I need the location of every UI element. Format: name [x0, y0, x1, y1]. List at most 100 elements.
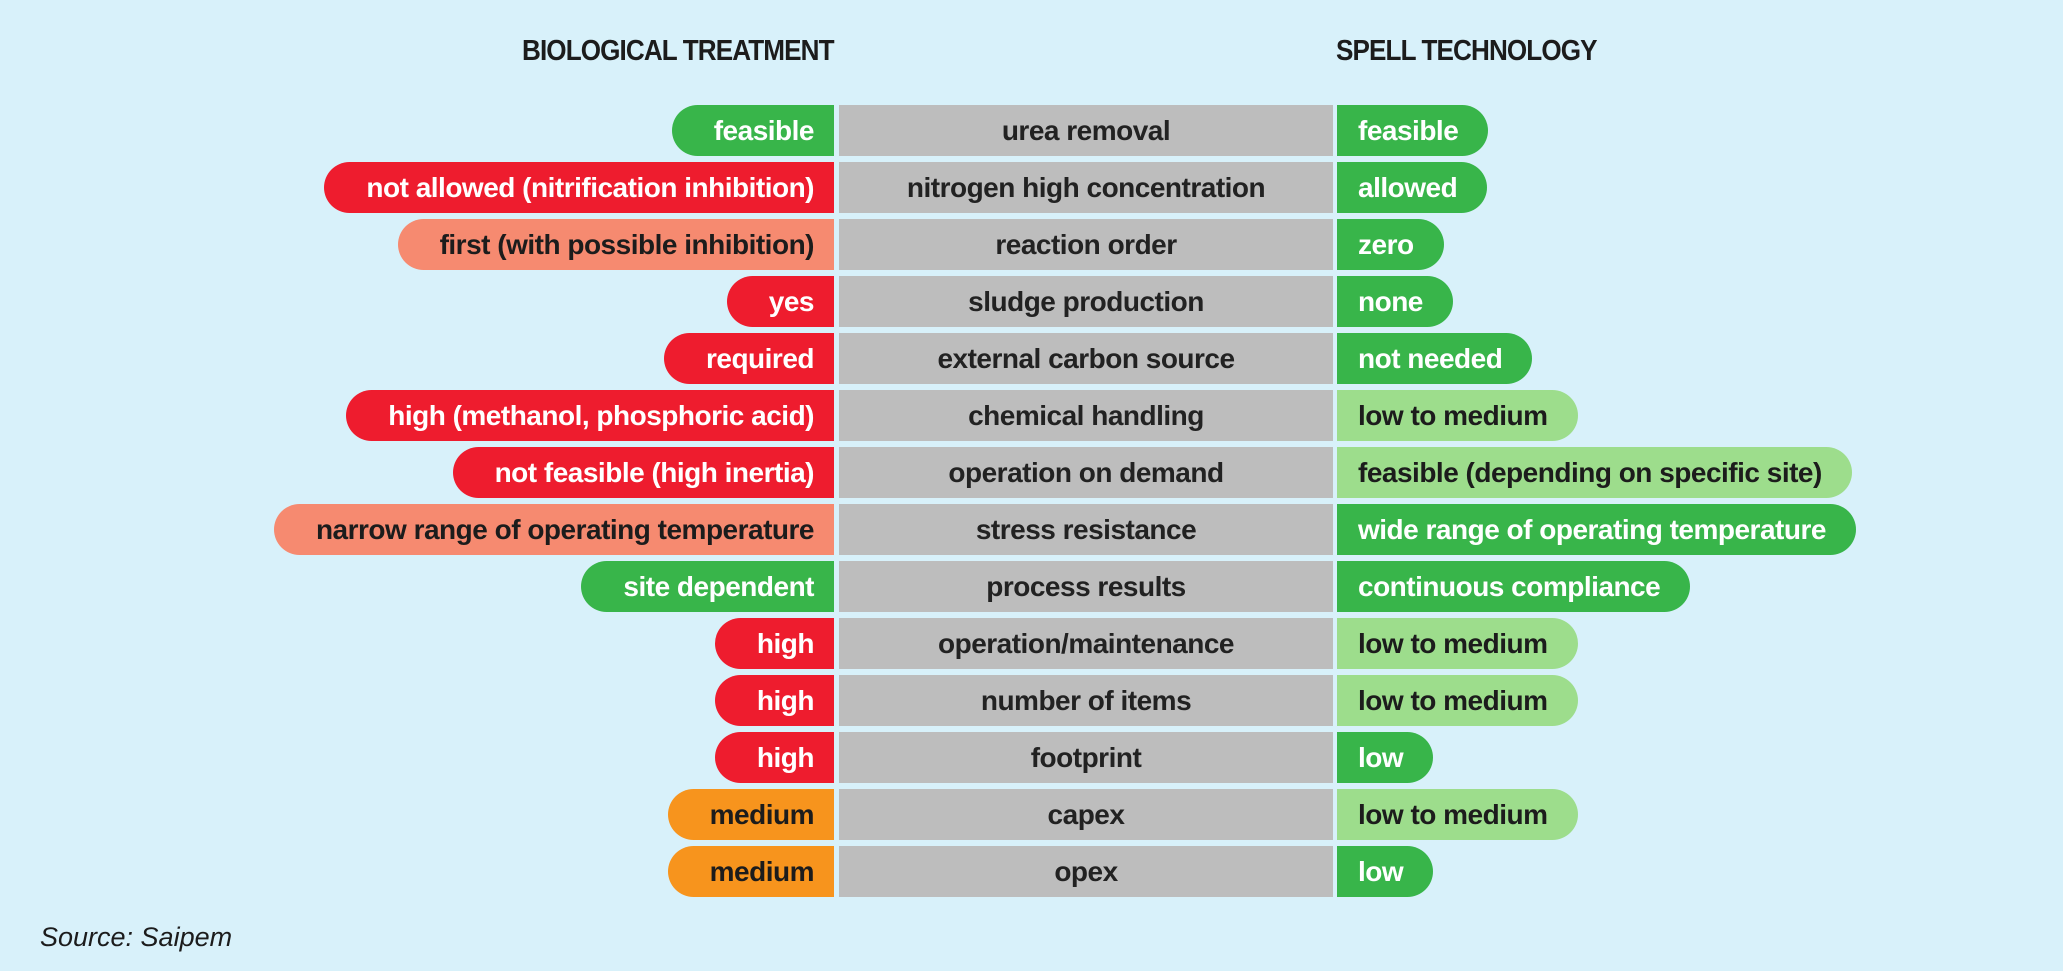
- biological-treatment-value-text: narrow range of operating temperature: [315, 514, 815, 545]
- comparison-row: first (with possible inhibition) reaction…: [0, 219, 2063, 270]
- biological-treatment-value: high (methanol, phosphoric acid): [346, 390, 834, 441]
- criterion-label: nitrogen high concentration: [839, 162, 1333, 213]
- criterion-label-text: chemical handling: [968, 400, 1204, 431]
- biological-treatment-value-text: high (methanol, phosphoric acid): [388, 400, 814, 431]
- biological-treatment-value-text: yes: [768, 286, 815, 317]
- comparison-row: required external carbon source not needed: [0, 333, 2063, 384]
- spell-technology-value: none: [1337, 276, 1453, 327]
- spell-technology-value: zero: [1337, 219, 1444, 270]
- spell-technology-value: not needed: [1337, 333, 1533, 384]
- spell-technology-value: feasible (depending on specific site): [1337, 447, 1852, 498]
- criterion-label: external carbon source: [839, 333, 1333, 384]
- criterion-label-text: footprint: [1030, 742, 1142, 773]
- comparison-row: medium capex low to medium: [0, 789, 2063, 840]
- criterion-label-text: urea removal: [1001, 115, 1171, 146]
- spell-technology-value-text: low: [1358, 742, 1404, 773]
- spell-technology-value-text: zero: [1358, 229, 1414, 260]
- biological-treatment-value: medium: [667, 789, 834, 840]
- biological-treatment-value: high: [714, 732, 834, 783]
- spell-technology-value: allowed: [1337, 162, 1488, 213]
- criterion-label-text: number of items: [980, 685, 1192, 716]
- spell-technology-value-text: low to medium: [1358, 685, 1548, 716]
- biological-treatment-value: medium: [667, 846, 834, 897]
- biological-treatment-value-text: medium: [709, 856, 815, 887]
- criterion-label-text: nitrogen high concentration: [906, 172, 1266, 203]
- biological-treatment-value-text: high: [756, 628, 815, 659]
- spell-technology-value: low to medium: [1337, 789, 1578, 840]
- spell-technology-value-text: low to medium: [1358, 799, 1548, 830]
- biological-treatment-value-text: required: [705, 343, 815, 374]
- spell-technology-value: feasible: [1337, 105, 1489, 156]
- criterion-label: chemical handling: [839, 390, 1333, 441]
- spell-technology-value: low to medium: [1337, 675, 1578, 726]
- spell-technology-value-text: low: [1358, 856, 1404, 887]
- criterion-label-text: process results: [986, 571, 1186, 602]
- criterion-label-text: reaction order: [995, 229, 1177, 260]
- criterion-label: urea removal: [839, 105, 1333, 156]
- criterion-label: capex: [839, 789, 1333, 840]
- biological-treatment-value: not feasible (high inertia): [452, 447, 834, 498]
- criterion-label-text: operation on demand: [948, 457, 1224, 488]
- criterion-label-text: operation/maintenance: [937, 628, 1235, 659]
- criterion-label: number of items: [839, 675, 1333, 726]
- spell-technology-value: wide range of operating temperature: [1337, 504, 1856, 555]
- spell-technology-value-text: low to medium: [1358, 400, 1548, 431]
- comparison-row: high operation/maintenance low to medium: [0, 618, 2063, 669]
- biological-treatment-value: required: [663, 333, 834, 384]
- criterion-label: operation/maintenance: [839, 618, 1333, 669]
- biological-treatment-value-text: site dependent: [623, 571, 814, 602]
- biological-treatment-value: feasible: [671, 105, 834, 156]
- spell-technology-value: continuous compliance: [1337, 561, 1691, 612]
- biological-treatment-value: high: [714, 675, 834, 726]
- biological-treatment-value-text: medium: [709, 799, 815, 830]
- criterion-label: sludge production: [839, 276, 1333, 327]
- criterion-label: process results: [839, 561, 1333, 612]
- spell-technology-value-text: feasible (depending on specific site): [1358, 457, 1822, 488]
- biological-treatment-value: site dependent: [581, 561, 834, 612]
- biological-treatment-value-text: not feasible (high inertia): [494, 457, 815, 488]
- biological-treatment-value-text: high: [756, 685, 815, 716]
- comparison-row: high number of items low to medium: [0, 675, 2063, 726]
- biological-treatment-value: not allowed (nitrification inhibition): [324, 162, 834, 213]
- criterion-label-text: external carbon source: [937, 343, 1235, 374]
- biological-treatment-value: yes: [726, 276, 834, 327]
- biological-treatment-value: narrow range of operating temperature: [273, 504, 834, 555]
- comparison-row: medium opex low: [0, 846, 2063, 897]
- criterion-label: opex: [839, 846, 1333, 897]
- biological-treatment-header: BIOLOGICAL TREATMENT: [522, 35, 835, 67]
- comparison-row: high footprint low: [0, 732, 2063, 783]
- spell-technology-header: SPELL TECHNOLOGY: [1336, 35, 1598, 67]
- comparison-row: not feasible (high inertia) operation on …: [0, 447, 2063, 498]
- biological-treatment-value-text: high: [756, 742, 815, 773]
- spell-technology-value-text: allowed: [1358, 172, 1458, 203]
- spell-technology-value: low to medium: [1337, 390, 1578, 441]
- spell-technology-value: low to medium: [1337, 618, 1578, 669]
- comparison-row: high (methanol, phosphoric acid) chemical…: [0, 390, 2063, 441]
- comparison-row: feasible urea removal feasible: [0, 105, 2063, 156]
- comparison-row: narrow range of operating temperature str…: [0, 504, 2063, 555]
- criterion-label: operation on demand: [839, 447, 1333, 498]
- spell-technology-value-text: feasible: [1358, 115, 1459, 146]
- criterion-label-text: capex: [1047, 799, 1125, 830]
- spell-technology-value-text: wide range of operating temperature: [1358, 514, 1826, 545]
- criterion-label-text: stress resistance: [975, 514, 1197, 545]
- comparison-row: yes sludge production none: [0, 276, 2063, 327]
- criterion-label-text: sludge production: [968, 286, 1204, 317]
- criterion-label-text: opex: [1054, 856, 1118, 887]
- comparison-row: not allowed (nitrification inhibition) ni…: [0, 162, 2063, 213]
- spell-technology-value-text: none: [1358, 286, 1423, 317]
- biological-treatment-value: first (with possible inhibition): [397, 219, 834, 270]
- criterion-label: footprint: [839, 732, 1333, 783]
- spell-technology-value-text: continuous compliance: [1358, 571, 1661, 602]
- source-note: Source: Saipem: [40, 922, 233, 952]
- spell-technology-value-text: low to medium: [1358, 628, 1548, 659]
- biological-treatment-value-text: feasible: [713, 115, 815, 146]
- spell-technology-value: low: [1337, 846, 1434, 897]
- biological-treatment-value-text: not allowed (nitrification inhibition): [366, 172, 814, 203]
- biological-treatment-value: high: [714, 618, 834, 669]
- criterion-label: reaction order: [839, 219, 1333, 270]
- criterion-label: stress resistance: [839, 504, 1333, 555]
- spell-technology-value-text: not needed: [1358, 343, 1503, 374]
- spell-technology-value: low: [1337, 732, 1434, 783]
- biological-treatment-value-text: first (with possible inhibition): [439, 229, 815, 260]
